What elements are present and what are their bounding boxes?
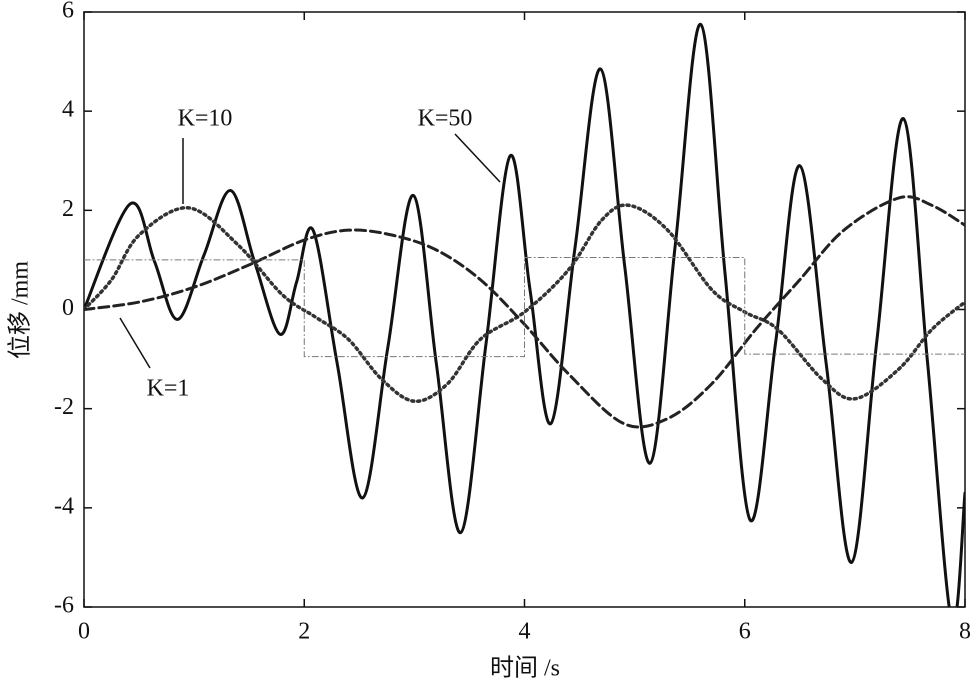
plot-area	[84, 22, 965, 607]
x-tick-label: 8	[959, 619, 971, 645]
series-line	[84, 256, 965, 358]
series-annotation: K=1	[147, 376, 190, 402]
x-tick-label: 4	[519, 619, 531, 645]
x-axis-label: 时间 /s	[490, 655, 560, 682]
series-annotation: K=10	[178, 106, 233, 132]
x-tick-label: 2	[298, 619, 310, 645]
annotation-leader	[454, 133, 501, 183]
y-tick-label: -4	[54, 493, 74, 519]
y-tick-label: 4	[62, 97, 74, 123]
y-tick-label: 6	[62, 0, 74, 24]
y-tick-label: -6	[54, 593, 74, 619]
annotation-leader	[119, 317, 151, 369]
y-axis-label: 位移 /mm	[7, 261, 34, 359]
y-tick-label: 2	[62, 196, 74, 222]
x-tick-label: 6	[739, 619, 751, 645]
y-tick-label: -2	[54, 394, 74, 420]
x-tick-label: 0	[78, 619, 90, 645]
series-annotation: K=50	[418, 106, 473, 132]
plot-frame	[83, 11, 966, 608]
series-line	[84, 22, 965, 607]
series-line	[84, 195, 965, 429]
y-tick-label: 0	[62, 295, 74, 321]
